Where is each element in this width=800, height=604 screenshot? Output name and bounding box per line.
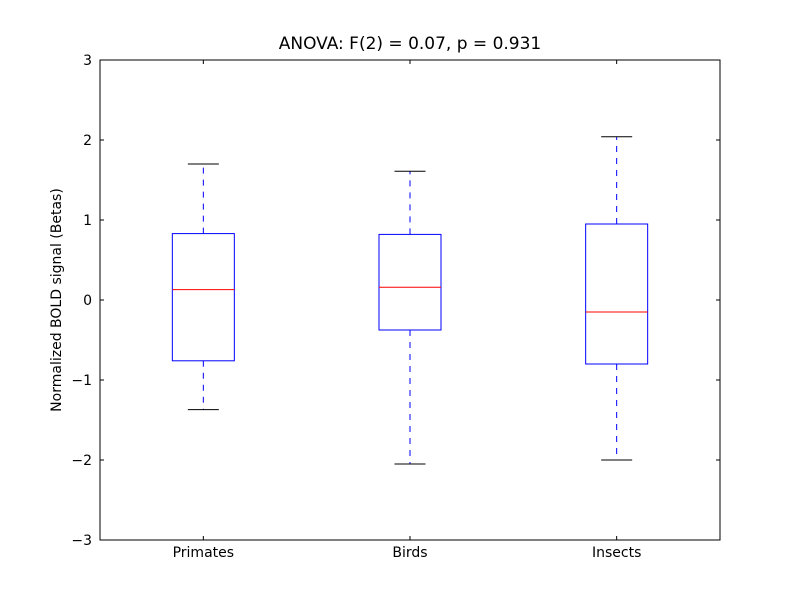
y-tick-label: −1 [71,373,92,389]
x-tick-label: Insects [592,545,641,561]
y-tick-label: −3 [71,533,92,549]
y-axis-label: Normalized BOLD signal (Betas) [49,188,65,412]
plot-frame [99,59,721,541]
box [585,223,649,365]
x-tick-label: Primates [173,545,234,561]
y-tick-label: 2 [83,133,92,149]
chart-title: ANOVA: F(2) = 0.07, p = 0.931 [279,34,542,54]
y-tick-label: 3 [83,53,92,69]
x-tick-label: Birds [392,545,427,561]
box [171,233,235,362]
y-tick-label: 1 [83,213,92,229]
y-tick-label: 0 [83,293,92,309]
y-tick-label: −2 [71,453,92,469]
box [378,233,442,331]
